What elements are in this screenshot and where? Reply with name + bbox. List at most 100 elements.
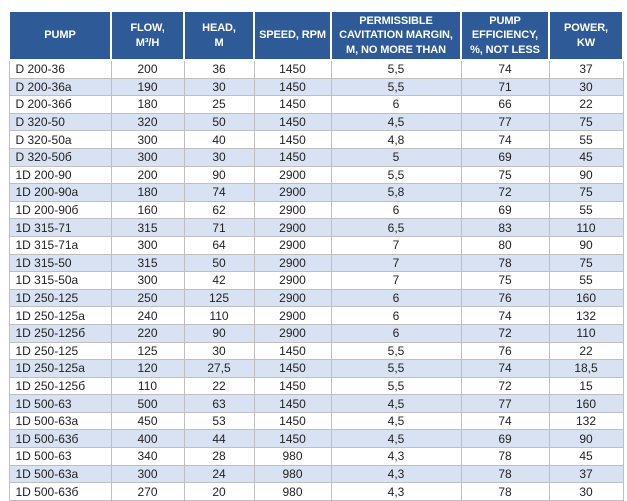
speed-cell: 2900 [253, 288, 332, 308]
pump-name-cell: 1D 200-90 [8, 165, 112, 185]
speed-cell: 2900 [253, 165, 332, 185]
table-row: D 320-50б 300 30 1450 5 69 45 [8, 147, 624, 167]
cavitation-cell: 4,5 [330, 411, 462, 431]
cavitation-cell: 6 [330, 200, 462, 220]
power-cell: 22 [548, 341, 624, 361]
power-cell: 30 [548, 77, 624, 97]
table-row: 1D 250-125б 220 90 2900 6 72 110 [8, 323, 624, 343]
head-cell: 71 [183, 218, 255, 237]
head-cell: 28 [183, 447, 255, 466]
table-row: 1D 500-63б 270 20 980 4,3 78 30 [8, 482, 624, 501]
table-row: 1D 250-125б 110 22 1450 5,5 72 15 [8, 376, 624, 396]
efficiency-cell: 77 [460, 394, 550, 413]
pump-name-cell: D 320-50a [8, 130, 112, 149]
cavitation-cell: 6 [330, 323, 462, 343]
pump-name-cell: 1D 500-63 [8, 394, 112, 413]
efficiency-cell: 78 [460, 464, 550, 484]
pump-name-cell: 1D 315-50 [8, 253, 112, 273]
power-cell: 90 [548, 165, 624, 185]
table-row: 1D 500-63 500 63 1450 4,5 77 160 [8, 394, 624, 413]
cavitation-cell: 4,5 [330, 429, 462, 449]
cavitation-cell: 7 [330, 235, 462, 255]
power-cell: 110 [548, 218, 624, 237]
speed-cell: 2900 [253, 218, 332, 237]
head-cell: 44 [183, 429, 255, 449]
power-cell: 22 [548, 95, 624, 114]
power-cell: 110 [548, 323, 624, 343]
table-row: 1D 250-125a 120 27,5 1450 5,5 74 18,5 [8, 359, 624, 378]
pump-name-cell: 1D 250-125a [8, 306, 112, 325]
flow-cell: 120 [110, 359, 185, 378]
pump-name-cell: 1D 250-125a [8, 359, 112, 378]
head-cell: 74 [183, 183, 255, 202]
pump-name-cell: 1D 500-63a [8, 411, 112, 431]
efficiency-cell: 76 [460, 341, 550, 361]
flow-cell: 300 [110, 130, 185, 149]
efficiency-cell: 66 [460, 95, 550, 114]
pump-name-cell: D 200-36 [8, 59, 112, 79]
power-cell: 160 [548, 394, 624, 413]
speed-cell: 2900 [253, 323, 332, 343]
flow-cell: 180 [110, 95, 185, 114]
power-cell: 132 [548, 411, 624, 431]
cavitation-cell: 4,5 [330, 112, 462, 132]
table-row: 1D 500-63б 400 44 1450 4,5 69 90 [8, 429, 624, 449]
cavitation-cell: 4,8 [330, 130, 462, 149]
head-cell: 63 [183, 394, 255, 413]
cavitation-cell: 5,5 [330, 376, 462, 396]
flow-cell: 300 [110, 464, 185, 484]
power-cell: 90 [548, 429, 624, 449]
speed-cell: 1450 [253, 394, 332, 413]
head-cell: 42 [183, 271, 255, 290]
speed-cell: 2900 [253, 183, 332, 202]
efficiency-cell: 80 [460, 235, 550, 255]
pump-name-cell: 1D 250-125б [8, 323, 112, 343]
head-cell: 22 [183, 376, 255, 396]
efficiency-cell: 74 [460, 306, 550, 325]
speed-cell: 1450 [253, 376, 332, 396]
power-cell: 55 [548, 200, 624, 220]
col-header-cavitation: PERMISSIBLE CAVITATION MARGIN, M, NO MOR… [330, 10, 462, 61]
flow-cell: 300 [110, 271, 185, 290]
speed-cell: 1450 [253, 77, 332, 97]
flow-cell: 315 [110, 218, 185, 237]
head-cell: 30 [183, 147, 255, 167]
head-cell: 20 [183, 482, 255, 501]
flow-cell: 340 [110, 447, 185, 466]
speed-cell: 2900 [253, 200, 332, 220]
cavitation-cell: 6 [330, 306, 462, 325]
table-row: 1D 200-90 200 90 2900 5,5 75 90 [8, 165, 624, 185]
speed-cell: 980 [253, 464, 332, 484]
power-cell: 37 [548, 464, 624, 484]
cavitation-cell: 5 [330, 147, 462, 167]
cavitation-cell: 5,5 [330, 77, 462, 97]
pump-name-cell: 1D 315-71a [8, 235, 112, 255]
head-cell: 40 [183, 130, 255, 149]
table-row: 1D 200-90a 180 74 2900 5,8 72 75 [8, 183, 624, 202]
power-cell: 160 [548, 288, 624, 308]
pump-name-cell: 1D 315-50a [8, 271, 112, 290]
speed-cell: 2900 [253, 253, 332, 273]
table-row: 1D 250-125 250 125 2900 6 76 160 [8, 288, 624, 308]
pump-specs-table: PUMP FLOW, M³/H HEAD, M SPEED, RPM PERMI… [8, 10, 624, 501]
flow-cell: 200 [110, 165, 185, 185]
speed-cell: 1450 [253, 130, 332, 149]
efficiency-cell: 69 [460, 429, 550, 449]
head-cell: 64 [183, 235, 255, 255]
table-row: 1D 500-63a 300 24 980 4,3 78 37 [8, 464, 624, 484]
head-cell: 30 [183, 77, 255, 97]
flow-cell: 400 [110, 429, 185, 449]
table-row: 1D 315-71a 300 64 2900 7 80 90 [8, 235, 624, 255]
col-header-speed: SPEED, RPM [253, 10, 332, 61]
flow-cell: 320 [110, 112, 185, 132]
power-cell: 55 [548, 271, 624, 290]
col-header-efficiency: PUMP EFFICIENCY, %, NOT LESS [460, 10, 550, 61]
efficiency-cell: 74 [460, 59, 550, 79]
table-row: 1D 315-50a 300 42 2900 7 75 55 [8, 271, 624, 290]
efficiency-cell: 78 [460, 447, 550, 466]
flow-cell: 180 [110, 183, 185, 202]
speed-cell: 1450 [253, 95, 332, 114]
pump-name-cell: 1D 500-63a [8, 464, 112, 484]
cavitation-cell: 4,5 [330, 394, 462, 413]
head-cell: 53 [183, 411, 255, 431]
